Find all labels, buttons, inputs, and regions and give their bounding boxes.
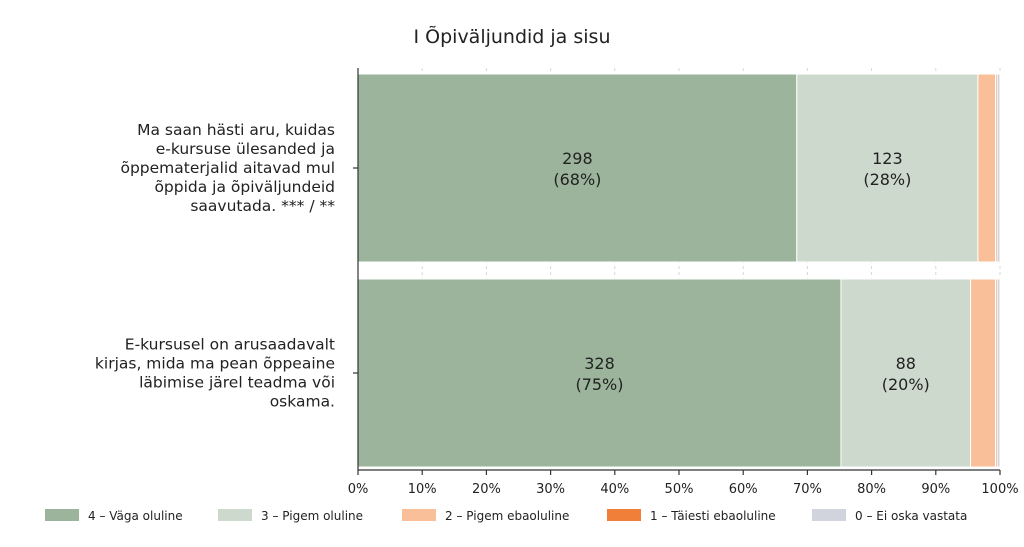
bar-data-label: 88 (20%) [882, 354, 930, 394]
category-labels: Ma saan hästi aru, kuidas e-kursuse ülesa… [95, 121, 335, 411]
bar-segment [977, 73, 997, 263]
category-label: Ma saan hästi aru, kuidas e-kursuse ülesa… [120, 121, 335, 215]
legend-label: 4 – Väga oluline [88, 509, 183, 523]
chart-title: I Õpiväljundid ja sisu [414, 25, 611, 48]
x-tick-label: 10% [408, 482, 437, 497]
x-tick-label: 70% [793, 482, 822, 497]
bar-data-label: 298 (68%) [553, 149, 601, 189]
x-tick-label: 90% [921, 482, 950, 497]
x-tick-label: 100% [981, 482, 1018, 497]
legend-swatch [45, 509, 79, 521]
x-tick-label: 50% [665, 482, 694, 497]
legend-label: 1 – Täiesti ebaoluline [650, 509, 776, 523]
bar-segment [796, 73, 979, 263]
legend-swatch [218, 509, 252, 521]
bar-segment [996, 73, 1001, 263]
bar-segment [996, 278, 1001, 468]
x-tick-label: 0% [348, 482, 369, 497]
x-tick-label: 60% [729, 482, 758, 497]
bar-segment [357, 73, 798, 263]
legend-swatch [812, 509, 846, 521]
category-label: E-kursusel on arusaadavalt kirjas, mida m… [95, 336, 335, 411]
bar-segment [840, 278, 972, 468]
legend-label: 3 – Pigem oluline [261, 509, 363, 523]
bar-data-label: 123 (28%) [863, 149, 911, 189]
x-tick-label: 20% [472, 482, 501, 497]
x-tick-label: 30% [536, 482, 565, 497]
legend-swatch [402, 509, 436, 521]
x-tick-label: 80% [857, 482, 886, 497]
bars-layer: 298 (68%) 123 (28%) 328 (75%) 88 (20%) [357, 73, 1001, 468]
legend-label: 2 – Pigem ebaoluline [445, 509, 569, 523]
axis-layer: 0% 10% 20% 30% 40% 50% 60% 70% 80% 90% 100% [348, 68, 1019, 497]
legend-label: 0 – Ei oska vastata [855, 509, 967, 523]
bar-segment [357, 278, 842, 468]
legend-swatch [607, 509, 641, 521]
bar-segment [970, 278, 997, 468]
x-tick-label: 40% [600, 482, 629, 497]
bar-data-label: 328 (75%) [575, 354, 623, 394]
legend: 4 – Väga oluline 3 – Pigem oluline 2 – Pig… [45, 509, 967, 523]
